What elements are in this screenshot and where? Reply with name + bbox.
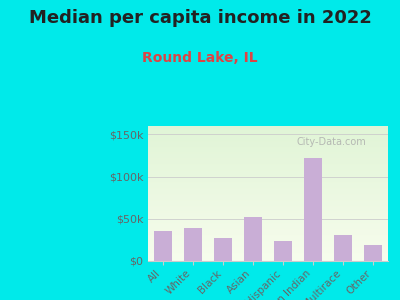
Bar [244, 217, 262, 261]
Bar [334, 235, 352, 261]
Text: Median per capita income in 2022: Median per capita income in 2022 [28, 9, 372, 27]
Bar [274, 241, 292, 261]
Bar [304, 158, 322, 261]
Bar [154, 232, 172, 261]
Text: City-Data.com: City-Data.com [297, 137, 366, 147]
Bar [364, 245, 382, 261]
Bar [184, 228, 202, 261]
Text: Round Lake, IL: Round Lake, IL [142, 51, 258, 65]
Bar [214, 238, 232, 261]
